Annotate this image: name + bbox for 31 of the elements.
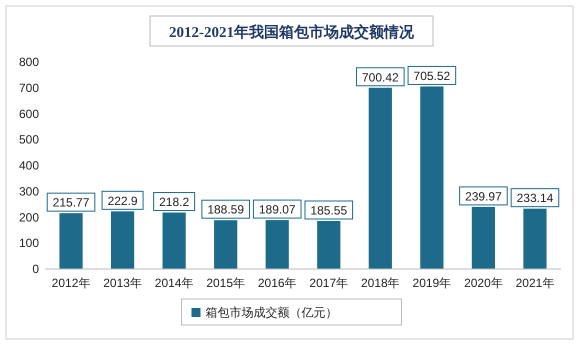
- x-tick-label: 2016年: [258, 276, 297, 290]
- data-label: 218.2: [159, 195, 190, 210]
- legend-label: 箱包市场成交额（亿元）: [206, 306, 338, 320]
- y-tick-label: 600: [18, 106, 40, 121]
- y-tick-label: 200: [18, 210, 40, 224]
- x-tick-label: 2017年: [309, 276, 348, 290]
- chart-title: 2012-2021年我国箱包市场成交额情况: [169, 23, 415, 41]
- x-tick-label: 2018年: [360, 276, 400, 290]
- y-tick-label: 500: [18, 132, 40, 147]
- x-tick-label: 2019年: [412, 276, 452, 290]
- x-tick-label: 2015年: [206, 276, 246, 290]
- x-tick-label: 2013年: [103, 276, 142, 290]
- data-label: 185.55: [310, 203, 348, 218]
- y-tick-label: 700: [18, 80, 40, 95]
- data-label: 189.07: [258, 202, 296, 217]
- y-tick-label: 300: [18, 184, 40, 198]
- data-label: 188.59: [207, 202, 244, 217]
- y-tick-label: 800: [18, 55, 40, 69]
- data-label: 215.77: [52, 196, 90, 210]
- x-tick-label: 2021年: [516, 276, 554, 290]
- data-label: 700.42: [362, 70, 399, 84]
- data-label: 705.52: [414, 68, 451, 83]
- data-label: 222.9: [108, 194, 138, 208]
- y-tick-label: 100: [18, 236, 40, 250]
- x-tick-label: 2020年: [464, 276, 503, 290]
- y-tick-label: 0: [32, 262, 40, 276]
- x-tick-label: 2014年: [154, 276, 194, 290]
- x-tick-label: 2012年: [52, 276, 90, 290]
- data-label: 233.14: [516, 191, 554, 206]
- y-tick-label: 400: [18, 158, 40, 172]
- data-label: 239.97: [465, 189, 502, 204]
